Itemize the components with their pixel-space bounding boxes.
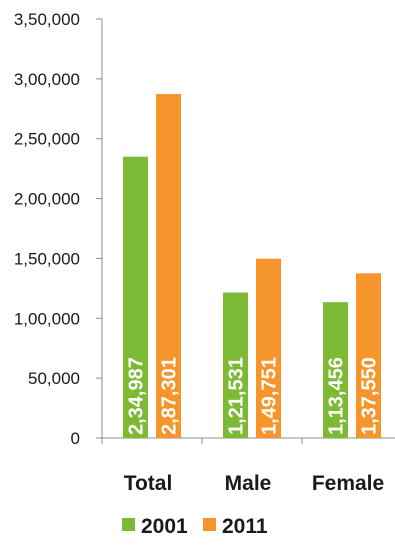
y-tick-label: 0 [71,429,80,448]
bars [123,94,381,438]
bar-2011-total [156,94,181,438]
y-tick-label: 3,00,000 [14,70,80,89]
data-label-2001-total: 2,34,987 [126,357,148,435]
y-axis: 0 50,000 1,00,000 1,50,000 2,00,000 2,50,000 3… [14,10,103,448]
data-label-2001-female: 1,13,456 [326,357,348,435]
legend-swatch-2011 [203,518,216,531]
bar-2001-female [323,302,348,438]
y-tick-label: 3,50,000 [14,10,80,29]
category-label-female: Female [312,472,384,495]
category-label-male: Male [225,472,272,495]
data-labels: 2,34,987 2,87,301 1,21,531 1,49,751 1,13,456… [126,357,381,435]
y-tick-label: 2,00,000 [14,190,80,209]
legend-swatch-2001 [122,518,135,531]
bar-2011-female [356,273,381,438]
data-label-2001-male: 1,21,531 [226,357,248,435]
data-label-2011-male: 1,49,751 [259,357,281,435]
y-tick-label: 2,50,000 [14,130,80,149]
y-tick-label: 1,00,000 [14,309,80,328]
legend-label-2011: 2011 [222,515,268,538]
y-tick-label: 50,000 [28,369,80,388]
bar-2001-total [123,156,148,438]
bar-2011-male [256,258,281,438]
legend-label-2001: 2001 [141,515,188,538]
legend: 2001 2011 [122,515,268,538]
category-labels: Total Male Female [124,472,384,495]
data-label-2011-female: 1,37,550 [359,357,381,435]
data-label-2011-total: 2,87,301 [159,357,181,435]
bar-2001-male [223,292,248,438]
category-label-total: Total [124,472,173,495]
y-tick-label: 1,50,000 [14,249,80,268]
x-axis [101,437,395,444]
